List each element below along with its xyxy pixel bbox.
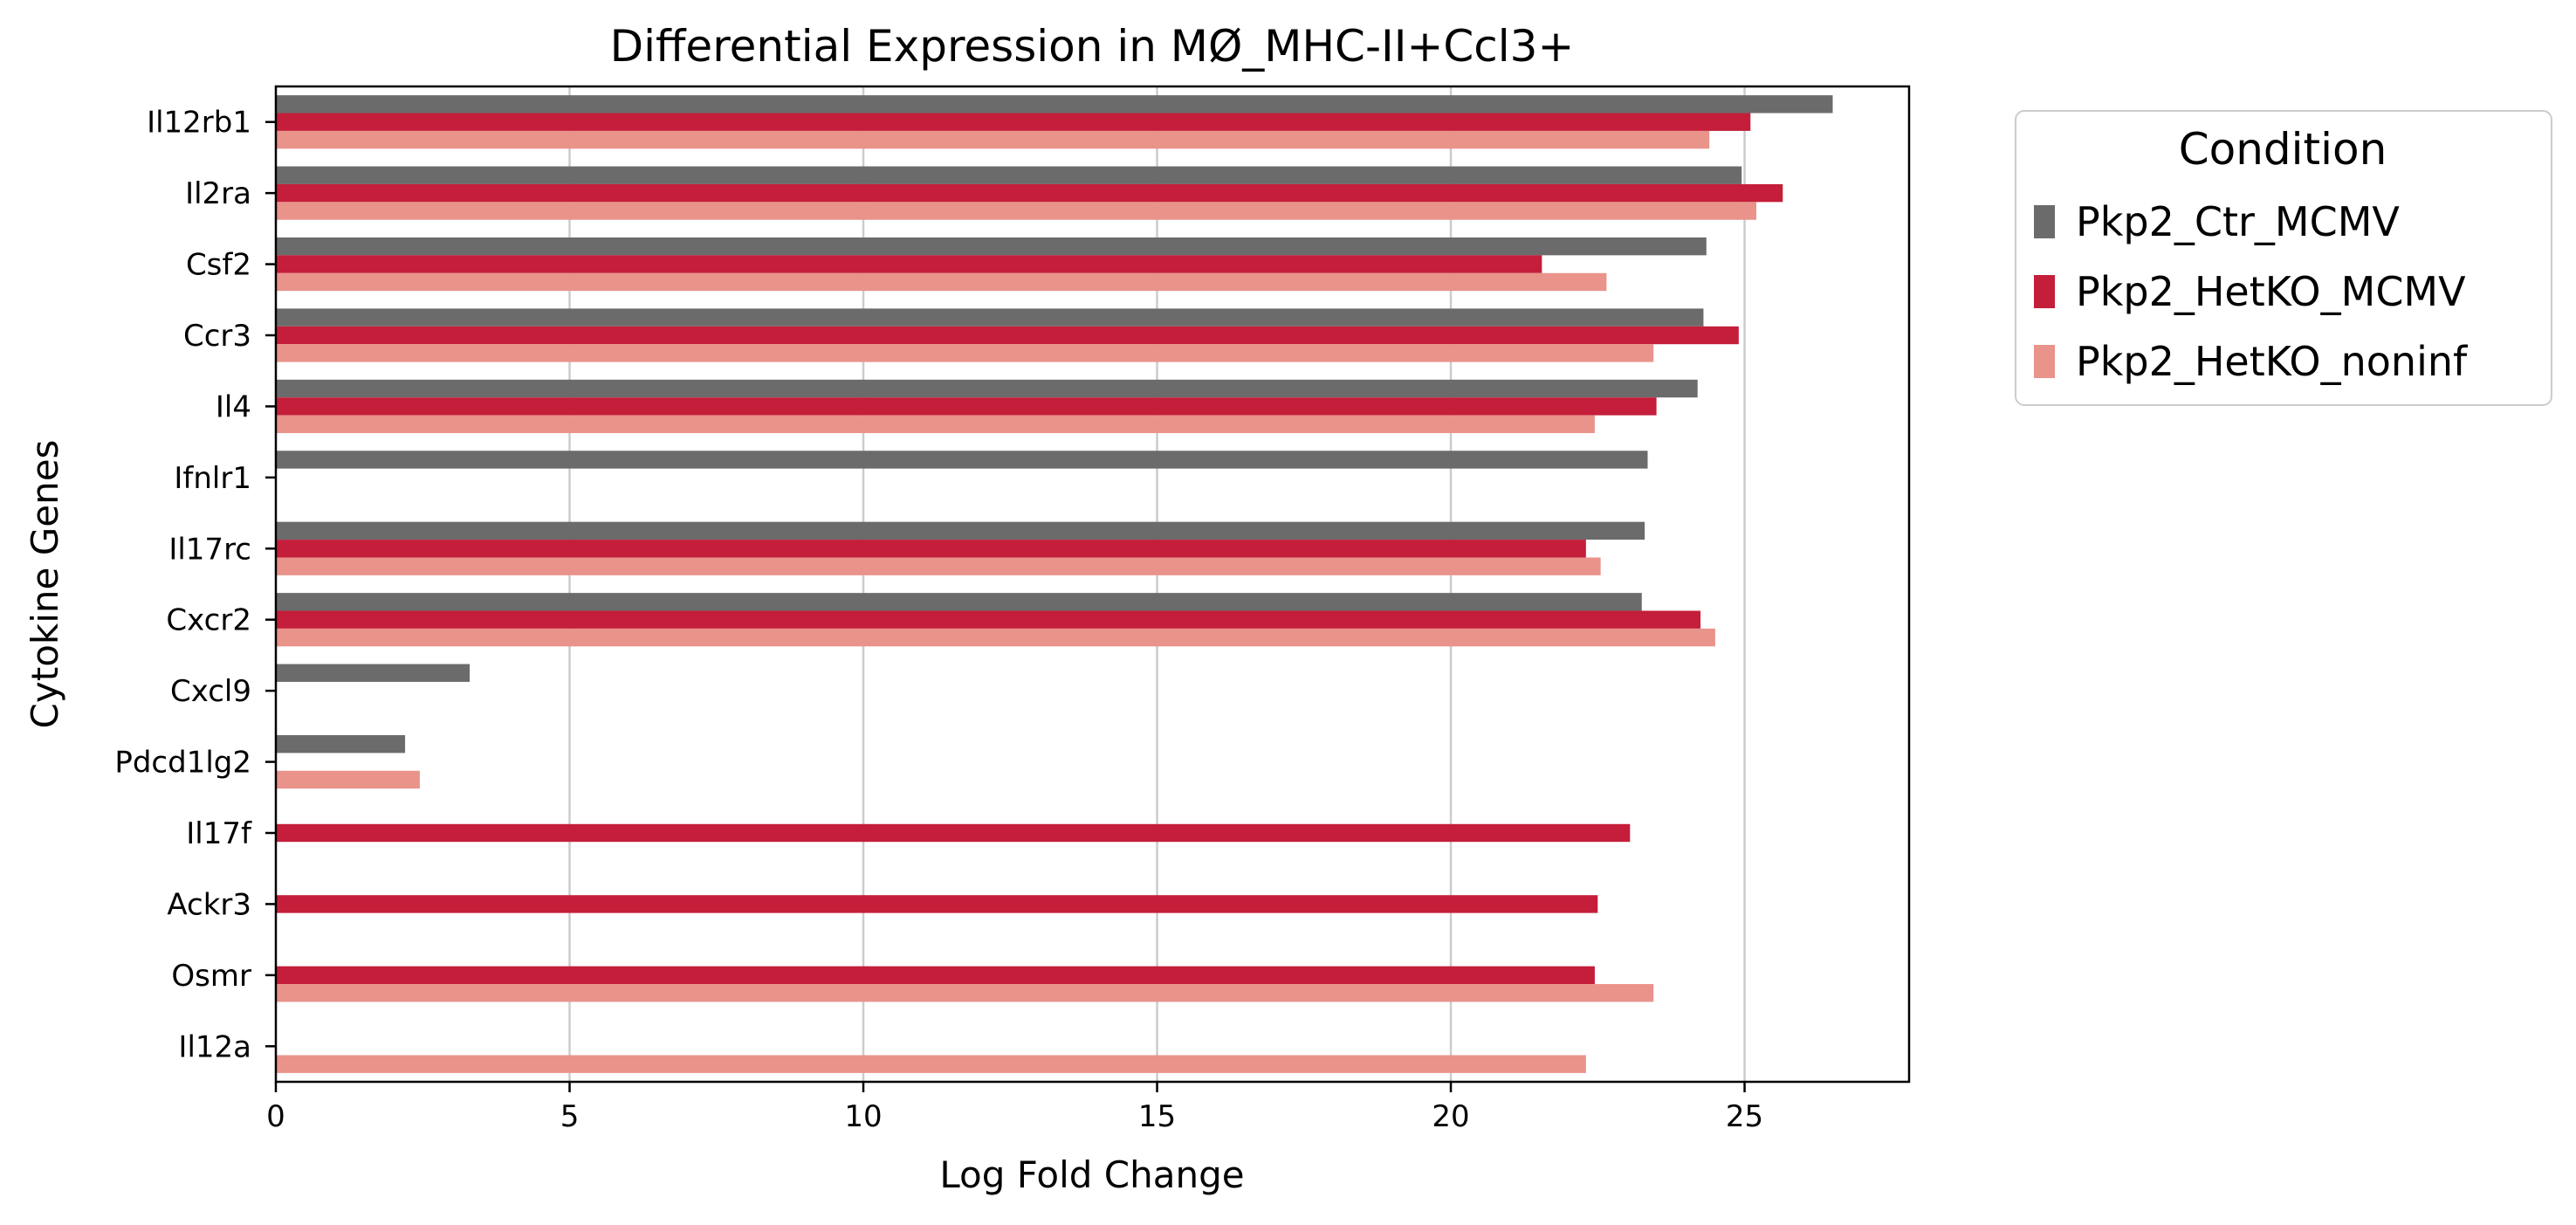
bar — [276, 823, 1631, 843]
legend-entries: Pkp2_Ctr_MCMV Pkp2_HetKO_MCMV Pkp2_HetKO_n… — [2034, 198, 2469, 385]
legend-title: Condition — [2179, 124, 2387, 175]
y-tick-label: Il12a — [178, 1029, 251, 1064]
bar — [276, 166, 1742, 184]
bar — [276, 113, 1751, 131]
bar — [276, 628, 1715, 647]
bar — [276, 308, 1704, 327]
legend: Condition Pkp2_Ctr_MCMVPkp2_HetKO_MCMVPk… — [2015, 110, 2552, 406]
y-tick-label: Osmr — [171, 959, 251, 994]
bar — [276, 130, 1710, 149]
bar — [276, 540, 1586, 558]
bar — [276, 415, 1595, 434]
y-tick-label: Ackr3 — [167, 887, 251, 922]
bar — [276, 326, 1739, 345]
bar — [276, 272, 1607, 292]
legend-frame — [2015, 110, 2552, 406]
y-tick-label: Il17f — [186, 816, 252, 851]
bar — [276, 183, 1783, 203]
bar — [276, 966, 1595, 985]
chart-title: Differential Expression in MØ_MHC-II+Ccl… — [610, 21, 1575, 72]
legend-swatch — [2034, 345, 2055, 378]
y-tick-label: Il2ra — [185, 176, 251, 211]
bar — [276, 202, 1757, 220]
plot-frame — [274, 85, 1911, 1084]
y-tick-label: Il17rc — [168, 532, 251, 567]
x-axis: 0 5 10 15 20 25 — [266, 1082, 1763, 1134]
bar — [276, 984, 1654, 1002]
bar — [276, 734, 406, 754]
bar — [276, 95, 1833, 114]
x-tick-label: 25 — [1726, 1099, 1763, 1134]
legend-label: Pkp2_HetKO_MCMV — [2076, 268, 2466, 315]
bar — [276, 610, 1701, 629]
y-tick-label: Pdcd1lg2 — [114, 746, 251, 781]
y-tick-label: Cxcl9 — [170, 674, 251, 709]
grid-lines — [568, 86, 1746, 1082]
bar — [276, 397, 1657, 416]
y-tick-label: Csf2 — [186, 248, 251, 283]
bar — [276, 255, 1542, 273]
x-tick-label: 15 — [1138, 1099, 1176, 1134]
x-tick-label: 10 — [844, 1099, 882, 1134]
x-axis-label: Log Fold Change — [939, 1153, 1244, 1196]
x-tick-label: 0 — [266, 1099, 285, 1134]
y-tick-label: Il4 — [216, 389, 251, 424]
bar — [276, 237, 1707, 256]
bar — [276, 770, 420, 789]
y-tick-label: Ifnlr1 — [174, 461, 251, 496]
bar — [276, 593, 1642, 611]
bar — [276, 379, 1698, 398]
y-axis: Il12rb1 Il2ra Csf2 Ccr3 Il4 Ifnlr1 Il17rc Cxcr2… — [114, 106, 276, 1064]
bars — [276, 95, 1833, 1073]
y-axis-label: Cytokine Genes — [24, 440, 66, 729]
x-tick-label: 20 — [1432, 1099, 1469, 1134]
y-tick-label: Cxcr2 — [166, 603, 251, 638]
bar — [276, 557, 1601, 575]
bar — [276, 895, 1598, 913]
legend-label: Pkp2_HetKO_noninf — [2076, 338, 2469, 385]
x-tick-label: 5 — [560, 1099, 580, 1134]
legend-swatch — [2034, 205, 2055, 238]
y-tick-label: Il12rb1 — [147, 106, 251, 141]
bar — [276, 451, 1648, 469]
bar — [276, 1055, 1586, 1073]
legend-label: Pkp2_Ctr_MCMV — [2076, 198, 2400, 245]
bar — [276, 664, 471, 682]
legend-swatch — [2034, 275, 2055, 308]
bar — [276, 521, 1645, 540]
bar — [276, 344, 1654, 362]
y-tick-label: Ccr3 — [183, 319, 251, 354]
